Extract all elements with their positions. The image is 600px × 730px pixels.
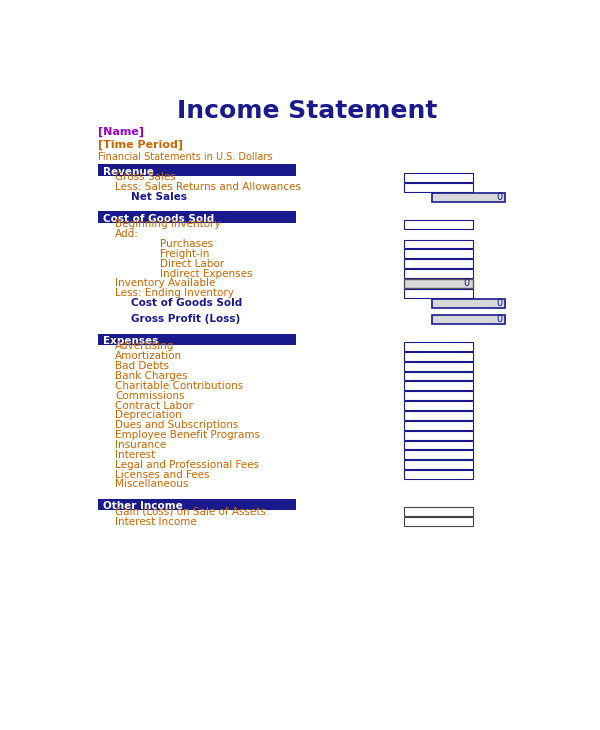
Bar xyxy=(404,441,473,450)
Text: Indirect Expenses: Indirect Expenses xyxy=(160,269,253,279)
Text: Commissions: Commissions xyxy=(115,391,185,401)
Text: Cost of Goods Sold: Cost of Goods Sold xyxy=(103,213,214,223)
Bar xyxy=(404,279,473,288)
Bar xyxy=(404,361,473,371)
Text: Employee Benefit Programs: Employee Benefit Programs xyxy=(115,430,260,440)
Bar xyxy=(404,342,473,351)
Text: Revenue: Revenue xyxy=(103,166,154,177)
Text: Gain (Loss) on Sale of Assets: Gain (Loss) on Sale of Assets xyxy=(115,507,266,517)
Bar xyxy=(404,289,473,298)
Text: Dues and Subscriptions: Dues and Subscriptions xyxy=(115,420,239,430)
Text: Bank Charges: Bank Charges xyxy=(115,371,188,381)
Bar xyxy=(404,381,473,391)
Text: 0: 0 xyxy=(496,298,502,308)
Text: Expenses: Expenses xyxy=(103,336,158,345)
Text: Licenses and Fees: Licenses and Fees xyxy=(115,469,210,480)
Bar xyxy=(404,239,473,248)
Text: Legal and Professional Fees: Legal and Professional Fees xyxy=(115,460,259,469)
Text: Insurance: Insurance xyxy=(115,440,167,450)
Bar xyxy=(404,391,473,400)
Bar xyxy=(404,182,473,192)
Text: Bad Debts: Bad Debts xyxy=(115,361,169,371)
Bar xyxy=(404,269,473,278)
Text: Gross Profit (Loss): Gross Profit (Loss) xyxy=(131,314,240,324)
Text: Advertising: Advertising xyxy=(115,342,175,351)
Bar xyxy=(98,334,296,345)
Bar xyxy=(431,193,505,201)
Bar xyxy=(98,164,296,176)
Bar xyxy=(431,315,505,323)
Text: [Time Period]: [Time Period] xyxy=(98,140,183,150)
Text: 0: 0 xyxy=(463,278,469,288)
Text: Cost of Goods Sold: Cost of Goods Sold xyxy=(131,298,242,308)
Bar xyxy=(98,499,296,510)
Bar xyxy=(404,250,473,258)
Text: Freight-in: Freight-in xyxy=(160,249,209,259)
Text: Income Statement: Income Statement xyxy=(178,99,437,123)
Text: Inventory Available: Inventory Available xyxy=(115,278,215,288)
Bar xyxy=(404,402,473,410)
Bar xyxy=(404,431,473,439)
Text: Gross Sales: Gross Sales xyxy=(115,172,176,182)
Text: Financial Statements in U.S. Dollars: Financial Statements in U.S. Dollars xyxy=(98,152,273,162)
Bar xyxy=(404,372,473,380)
Bar xyxy=(404,411,473,420)
Text: Other Income: Other Income xyxy=(103,501,182,511)
Text: Contract Labor: Contract Labor xyxy=(115,401,193,410)
Bar xyxy=(404,517,473,526)
Bar xyxy=(404,352,473,361)
Bar xyxy=(404,173,473,182)
Text: Interest Income: Interest Income xyxy=(115,517,197,526)
Text: 0: 0 xyxy=(496,192,502,202)
Bar xyxy=(98,212,296,223)
Text: Depreciation: Depreciation xyxy=(115,410,182,420)
Bar xyxy=(404,470,473,479)
Bar xyxy=(404,450,473,459)
Text: Miscellaneous: Miscellaneous xyxy=(115,480,188,489)
Bar xyxy=(404,220,473,228)
Text: Interest: Interest xyxy=(115,450,155,460)
Bar xyxy=(404,461,473,469)
Bar xyxy=(404,421,473,430)
Text: Add:: Add: xyxy=(115,229,139,239)
Text: Net Sales: Net Sales xyxy=(131,192,187,202)
Bar xyxy=(404,507,473,516)
Bar xyxy=(404,259,473,268)
Text: Less: Sales Returns and Allowances: Less: Sales Returns and Allowances xyxy=(115,182,301,192)
Text: Purchases: Purchases xyxy=(160,239,213,249)
Text: Less: Ending Inventory: Less: Ending Inventory xyxy=(115,288,234,299)
Text: Direct Labor: Direct Labor xyxy=(160,258,224,269)
Text: Amortization: Amortization xyxy=(115,351,182,361)
Text: [Name]: [Name] xyxy=(98,127,144,137)
Text: 0: 0 xyxy=(496,314,502,324)
Text: Charitable Contributions: Charitable Contributions xyxy=(115,381,244,391)
Text: Beginning Inventory: Beginning Inventory xyxy=(115,219,221,229)
Bar xyxy=(431,299,505,307)
